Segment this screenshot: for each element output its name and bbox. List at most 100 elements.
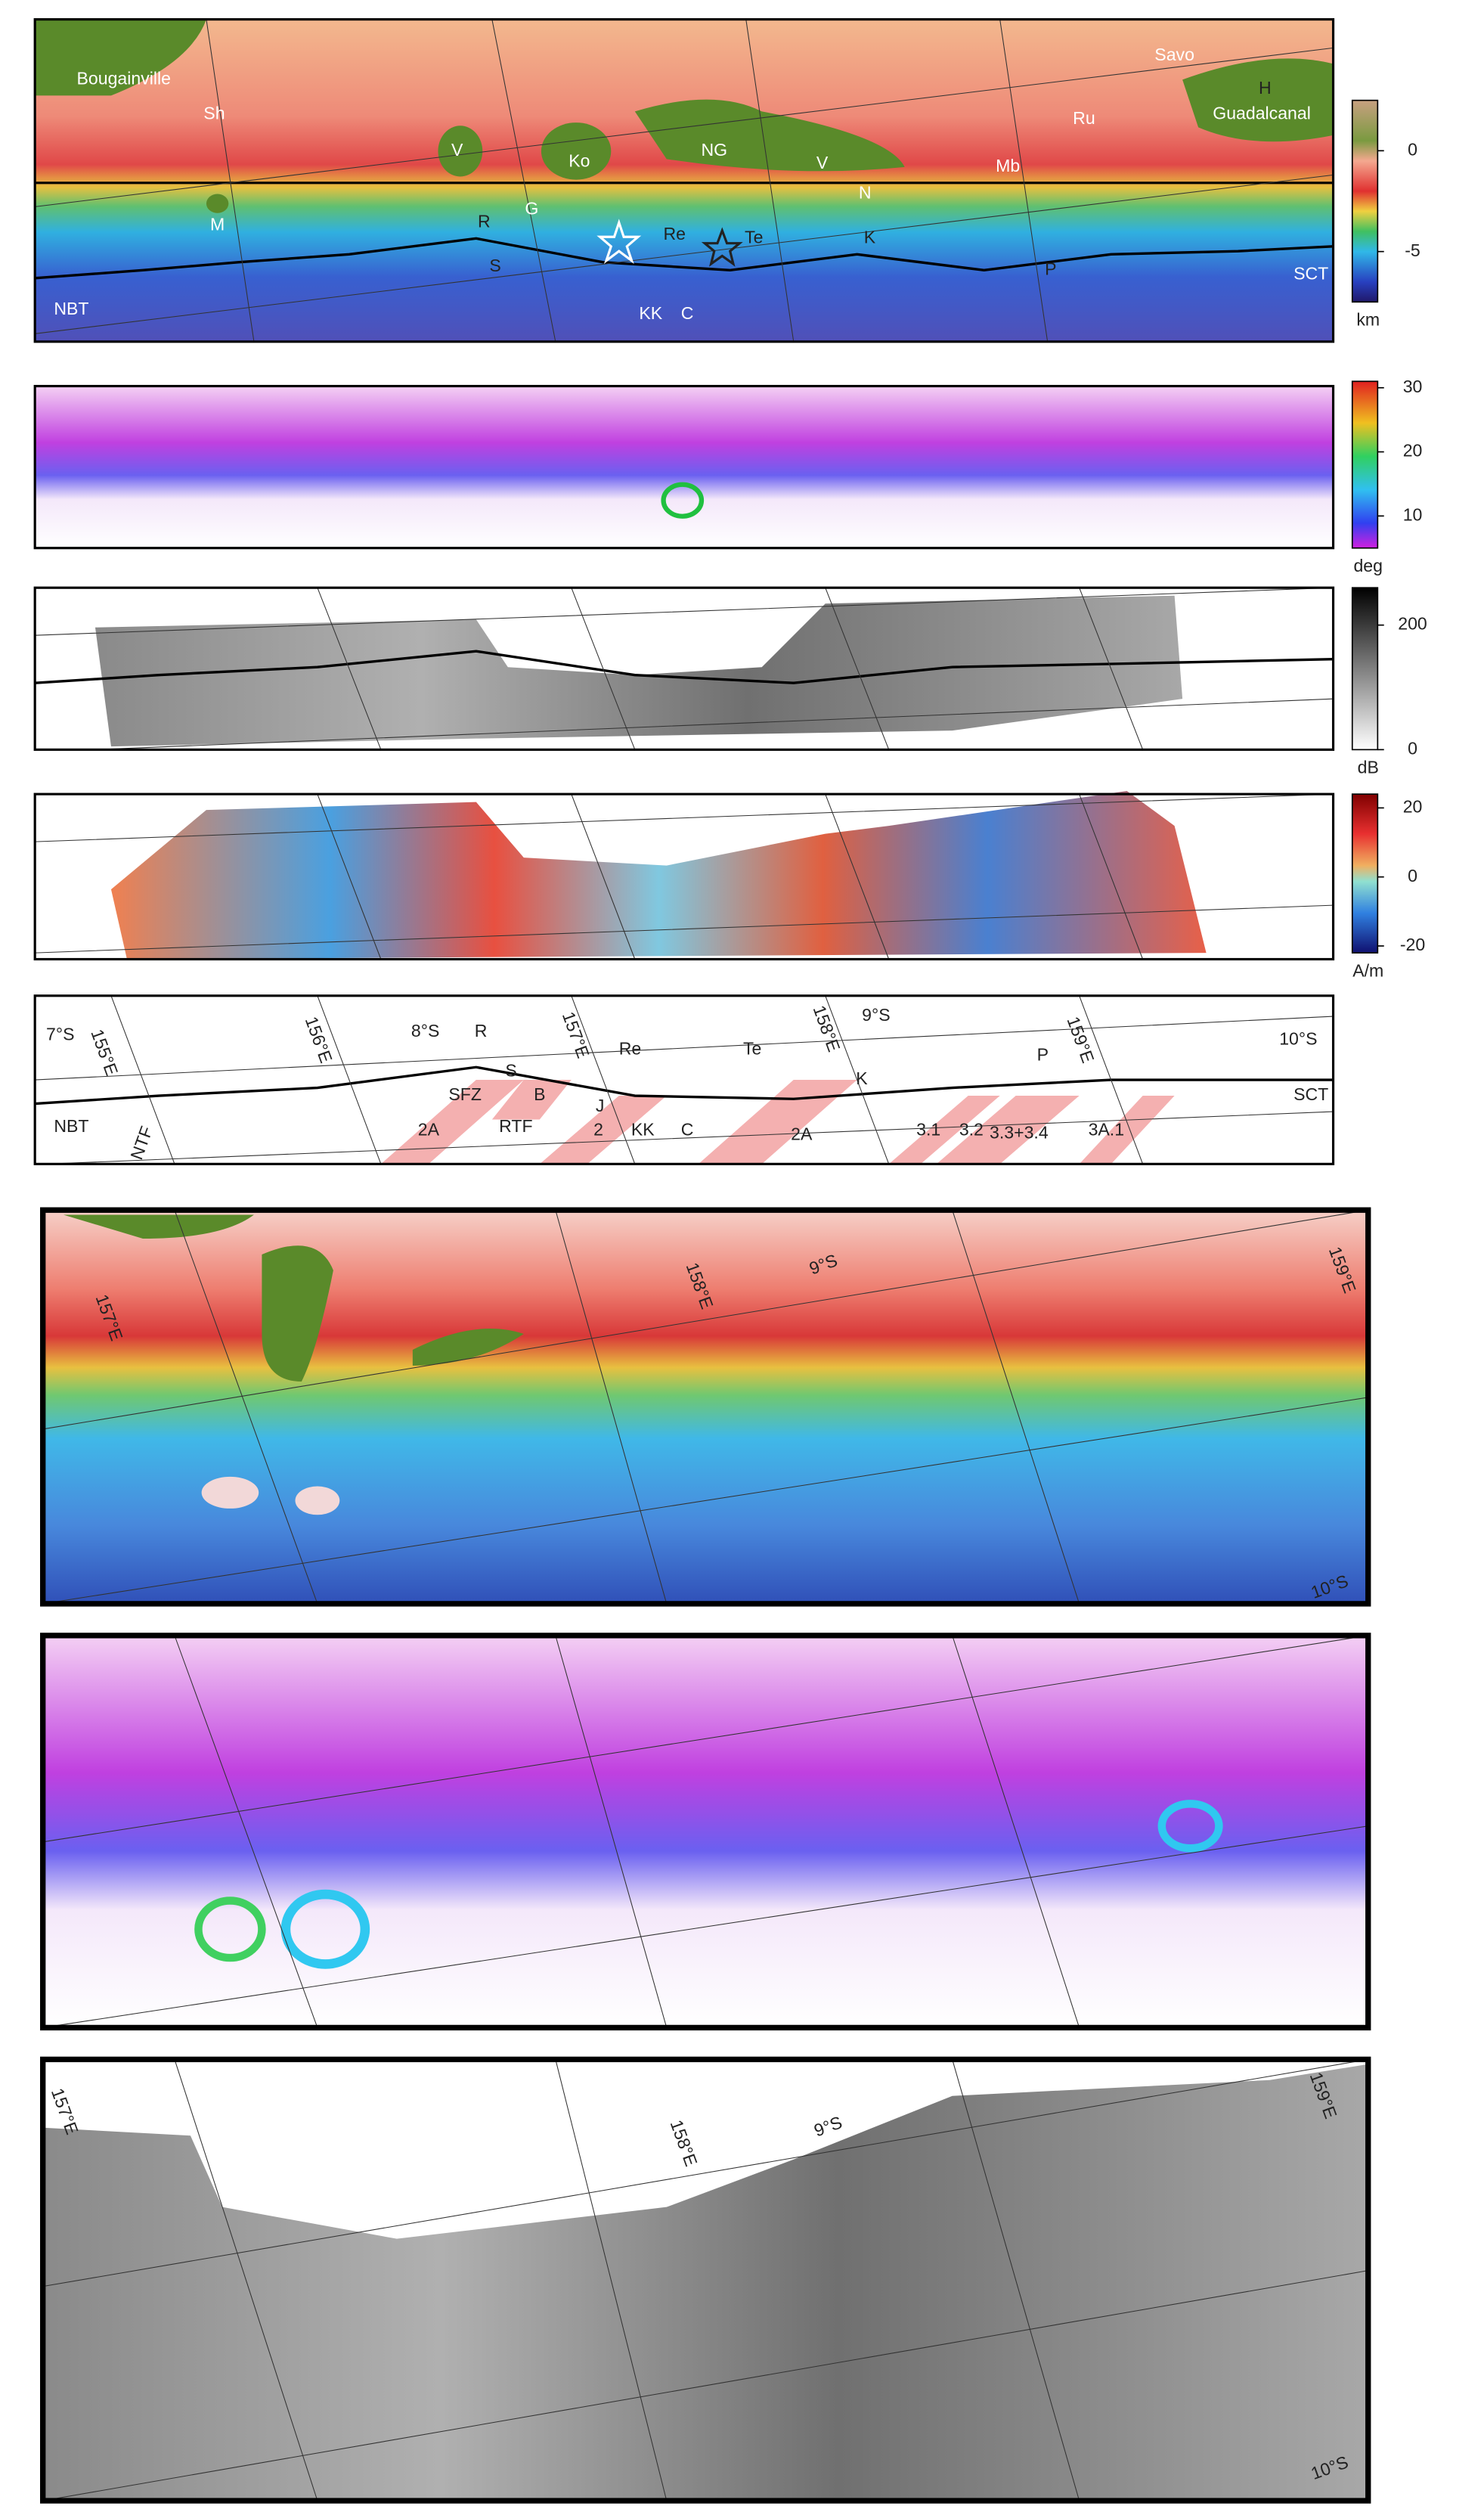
colorbar-tick-label: 10: [1403, 504, 1423, 524]
anomaly-label: 2: [593, 1119, 603, 1139]
colorbar-tick-label: 0: [1408, 866, 1417, 885]
graticule: [42, 2058, 1368, 2501]
anomaly-label: 2A: [418, 1119, 440, 1139]
graticule: [35, 793, 1334, 960]
bathymetry-panel: Bougainville Sh M V Ko NG V N Mb Ru Savo…: [33, 18, 1335, 343]
trench-line: [35, 237, 1334, 280]
place-label: S: [505, 1061, 516, 1081]
place-label: M: [210, 215, 225, 234]
place-label: N: [859, 183, 872, 203]
detail-slope-panel: [40, 1633, 1371, 2031]
colorbar-tick-label: 20: [1403, 441, 1423, 461]
grid-label: 10°S: [1279, 1029, 1317, 1049]
place-label: V: [451, 140, 463, 160]
place-label: SCT: [1293, 264, 1328, 284]
colorbar-tick-label: 20: [1403, 797, 1423, 817]
trench-line: [35, 650, 1334, 684]
colorbar-tick-label: -5: [1405, 240, 1420, 260]
place-label: H: [1259, 78, 1272, 98]
place-label: C: [681, 1119, 694, 1139]
anomaly-label: 3.2: [959, 1119, 984, 1139]
place-label: Ko: [569, 151, 590, 171]
place-label: KK: [631, 1119, 655, 1139]
anomaly-label: 3.1: [916, 1119, 940, 1139]
slope-panel: [33, 385, 1335, 550]
seamount: [280, 1889, 370, 1969]
magnetic-coverage: [110, 790, 1207, 960]
detail-backscatter-panel: 157°E 158°E 9°S 159°E 10°S: [40, 2056, 1371, 2504]
structure-label: B: [534, 1084, 545, 1104]
place-label: V: [816, 153, 829, 172]
place-label: Ru: [1073, 108, 1095, 128]
place-label: SCT: [1293, 1084, 1328, 1104]
panel-frame: [33, 586, 1335, 751]
place-label: Sh: [203, 104, 225, 123]
island: [541, 123, 612, 180]
grid-label: 9°S: [862, 1005, 890, 1025]
anomaly-label: 3.3+3.4: [990, 1123, 1049, 1143]
magnetic-anomaly-stripe: [380, 1080, 1175, 1165]
backscatter-panel: [33, 586, 1335, 751]
colorbar-unit: km: [1356, 310, 1380, 330]
island: [35, 19, 206, 96]
seamount: [194, 1896, 266, 1962]
place-label: Savo: [1154, 45, 1194, 64]
grid-label: 8°S: [411, 1021, 439, 1041]
bathymetry-map: [42, 1210, 1368, 1604]
island: [63, 1214, 524, 1382]
place-label: R: [475, 1021, 488, 1041]
colorbar: [1351, 99, 1379, 303]
magnetic-panel: [33, 790, 1335, 961]
graticule: [35, 19, 1334, 342]
colorbar-tick-label: 30: [1403, 377, 1423, 396]
colorbar-tick-label: 200: [1398, 614, 1427, 634]
place-label: K: [864, 227, 876, 247]
trench-line: [35, 1065, 1334, 1106]
panel-frame: [33, 994, 1335, 1165]
seamount: [201, 1476, 259, 1509]
place-label: NG: [701, 140, 727, 160]
seamount: [661, 482, 705, 519]
backscatter-coverage: [42, 2064, 1368, 2501]
detail-bathymetry-panel: 157°E 158°E 9°S 159°E 10°S: [40, 1207, 1371, 1607]
panel-frame: [33, 18, 1335, 343]
colorbar: [1351, 587, 1379, 751]
place-label: Te: [743, 1038, 761, 1058]
anomaly-label: 2A: [791, 1124, 813, 1144]
place-label: NBT: [54, 299, 88, 318]
seamount: [295, 1486, 340, 1515]
place-label: Bougainville: [77, 68, 171, 88]
grid-label: 7°S: [46, 1024, 74, 1044]
structure-label: J: [596, 1096, 605, 1115]
place-label: R: [478, 211, 491, 231]
place-label: C: [681, 303, 694, 323]
panel-frame: [40, 1633, 1371, 2031]
graticule: [42, 1635, 1368, 2028]
graticule: [42, 1209, 1368, 1605]
place-label: Te: [745, 227, 763, 247]
island: [438, 126, 483, 177]
colorbar-tick-label: -20: [1400, 935, 1425, 954]
place-label: S: [489, 256, 500, 275]
colorbar-unit: A/m: [1352, 960, 1383, 980]
interpretation-panel: 7°S 155°E 156°E 8°S 157°E 158°E 9°S 159°…: [33, 994, 1335, 1165]
colorbar: [1351, 380, 1379, 549]
island: [206, 194, 229, 213]
place-label: Re: [619, 1038, 642, 1058]
graticule: [35, 587, 1334, 750]
seamount: [1157, 1800, 1223, 1853]
place-label: P: [1045, 259, 1056, 278]
colorbar-tick-label: 0: [1408, 139, 1417, 159]
place-label: G: [525, 199, 538, 219]
panel-frame: [40, 2056, 1371, 2504]
star: [596, 219, 642, 265]
anomaly-label: 3A.1: [1089, 1119, 1124, 1139]
place-label: KK: [639, 303, 662, 323]
bathymetry-map: [35, 19, 1334, 342]
place-label: P: [1037, 1045, 1049, 1065]
panel-frame: [33, 792, 1335, 961]
